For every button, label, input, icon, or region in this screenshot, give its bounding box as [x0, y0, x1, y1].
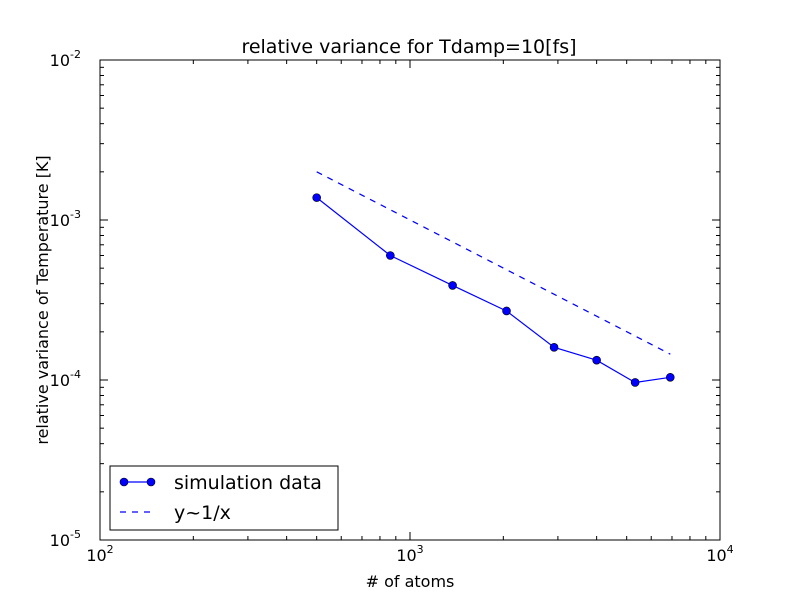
series-layer: [312, 171, 675, 387]
legend-label-simulation-data: simulation data: [174, 472, 322, 494]
y-tick-label: 10-3: [50, 208, 81, 230]
simulation-data-point: [386, 251, 395, 260]
legend: simulation data y~1/x: [109, 465, 339, 531]
y-tick-label: 10-2: [50, 48, 81, 70]
x-tick-label: 104: [706, 543, 733, 565]
y-tick-label: 10-4: [50, 368, 81, 390]
plot-frame: [99, 59, 721, 541]
simulation-data-point: [592, 355, 601, 365]
y-tick-label: 10-5: [50, 528, 81, 550]
plot-area: [100, 60, 720, 540]
x-tick-label: 103: [396, 543, 423, 565]
simulation-data-point: [448, 281, 457, 290]
simulation-data-point: [549, 343, 559, 352]
simulation-data-point: [665, 372, 675, 382]
simulation-data-point: [502, 306, 511, 316]
x-tick-label: 102: [86, 543, 113, 565]
x-axis-label: # of atoms: [366, 572, 455, 591]
chart-title: relative variance for Tdamp=10[fs]: [241, 36, 576, 58]
simulation-data-point: [312, 193, 321, 202]
legend-marker-simulation-right: [146, 477, 156, 487]
legend-marker-simulation-left: [119, 477, 129, 487]
y-axis-label: relative variance of Temperature [K]: [33, 155, 52, 444]
legend-box: [109, 465, 339, 531]
legend-label-reciprocal: y~1/x: [174, 502, 231, 524]
simulation-data-line: [316, 197, 671, 384]
simulation-data-point: [630, 378, 640, 387]
